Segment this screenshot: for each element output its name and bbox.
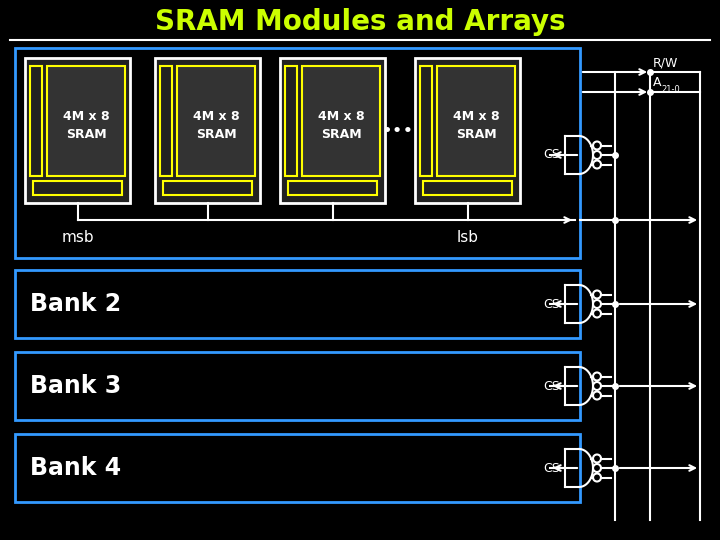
Text: SRAM Modules and Arrays: SRAM Modules and Arrays	[155, 8, 565, 36]
Text: CS: CS	[544, 380, 560, 393]
Text: lsb: lsb	[456, 231, 479, 246]
Text: Bank 4: Bank 4	[30, 456, 121, 480]
Bar	[15, 48, 580, 258]
Text: Bank 2: Bank 2	[30, 292, 121, 316]
Bar	[155, 58, 260, 203]
Text: A: A	[653, 76, 662, 89]
Text: msb: msb	[61, 231, 94, 246]
Bar	[30, 66, 42, 176]
Bar	[163, 181, 252, 195]
Bar	[285, 66, 297, 176]
Bar	[420, 66, 432, 176]
Bar	[280, 58, 385, 203]
Bar	[160, 66, 172, 176]
Text: 4M x 8
SRAM: 4M x 8 SRAM	[193, 110, 239, 141]
Bar	[177, 66, 255, 176]
Bar	[15, 270, 580, 338]
Bar	[33, 181, 122, 195]
Bar	[47, 66, 125, 176]
Text: 4M x 8
SRAM: 4M x 8 SRAM	[453, 110, 499, 141]
Bar	[25, 58, 130, 203]
Text: 4M x 8
SRAM: 4M x 8 SRAM	[318, 110, 364, 141]
Text: CS: CS	[544, 462, 560, 475]
Bar	[415, 58, 520, 203]
Text: •••: •••	[381, 122, 413, 139]
Bar	[302, 66, 380, 176]
Text: CS: CS	[544, 148, 560, 161]
Bar	[423, 181, 512, 195]
Text: Bank 3: Bank 3	[30, 374, 121, 398]
Bar	[437, 66, 515, 176]
Text: 4M x 8
SRAM: 4M x 8 SRAM	[63, 110, 109, 141]
Text: 21-0: 21-0	[661, 85, 680, 94]
Text: R/W: R/W	[653, 56, 678, 69]
Bar	[15, 352, 580, 420]
Bar	[288, 181, 377, 195]
Bar	[15, 434, 580, 502]
Text: CS: CS	[544, 298, 560, 310]
